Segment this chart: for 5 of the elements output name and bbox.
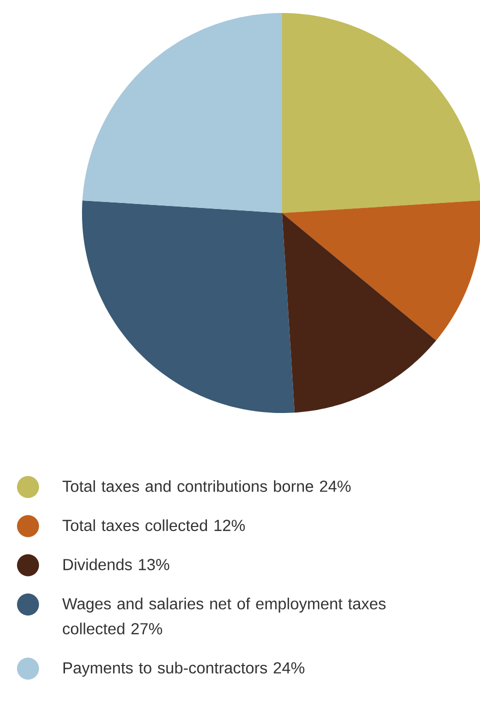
legend-label: Dividends 13%: [64, 558, 170, 570]
legend-label: Total taxes and contributions borne 24%: [62, 480, 351, 492]
legend-label: Total taxes collected 12%: [62, 519, 245, 532]
legend-label: Payments to sub-contractors 24%: [64, 662, 304, 677]
legend-label: Wages and salaries net of employment taxes collected 27%: [62, 598, 386, 634]
